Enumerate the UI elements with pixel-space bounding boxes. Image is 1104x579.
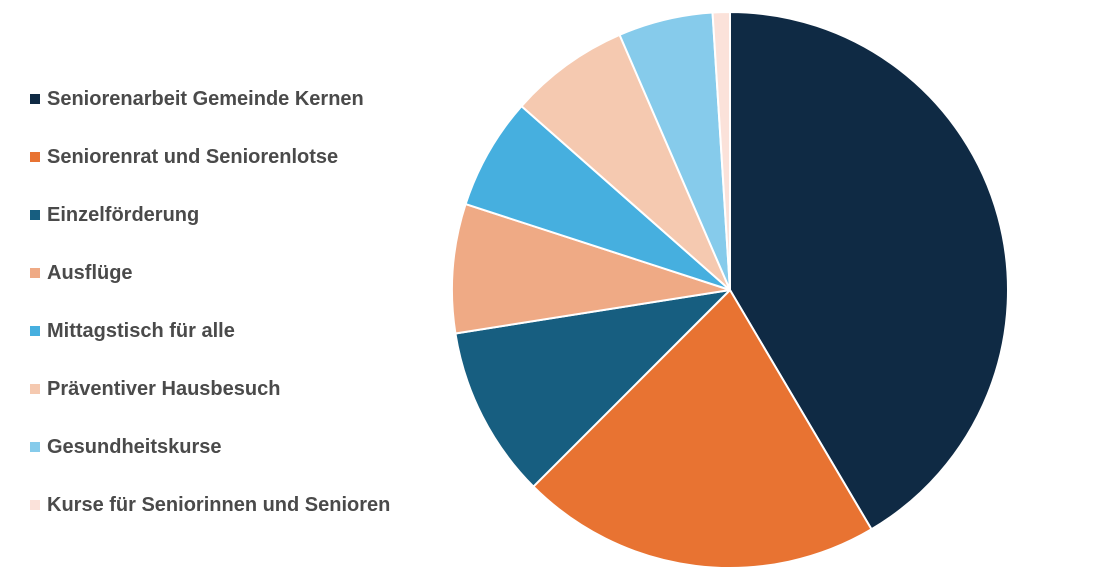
legend-swatch [30, 442, 40, 452]
legend-item: Mittagstisch für alle [30, 302, 430, 360]
pie-slice [532, 289, 873, 570]
legend-label: Mittagstisch für alle [47, 319, 235, 342]
legend-swatch [30, 384, 40, 394]
legend-label: Seniorenrat und Seniorenlotse [47, 145, 339, 168]
pie-chart [451, 11, 1010, 570]
pie-slice [729, 11, 1010, 531]
pie-slice [464, 105, 731, 291]
legend-label: Kurse für Seniorinnen und Senioren [47, 493, 391, 516]
legend-label: Gesundheitskurse [47, 435, 222, 458]
legend-item: Ausflüge [30, 244, 430, 302]
legend-swatch [30, 500, 40, 510]
legend-item: Gesundheitskurse [30, 418, 430, 476]
pie-slice [451, 203, 731, 335]
legend-swatch [30, 210, 40, 220]
legend-label: Präventiver Hausbesuch [47, 377, 281, 400]
legend-swatch [30, 326, 40, 336]
pie-slice [454, 289, 731, 488]
pie-slice [711, 11, 731, 291]
legend-swatch [30, 94, 40, 104]
legend-label: Ausflüge [47, 261, 133, 284]
pie-slice [520, 33, 731, 291]
legend-swatch [30, 152, 40, 162]
legend-swatch [30, 268, 40, 278]
chart-legend: Seniorenarbeit Gemeinde Kernen Seniorenra… [30, 70, 430, 534]
legend-item: Einzelförderung [30, 186, 430, 244]
legend-label: Einzelförderung [47, 203, 200, 226]
legend-item: Seniorenrat und Seniorenlotse [30, 128, 430, 186]
legend-item: Präventiver Hausbesuch [30, 360, 430, 418]
legend-item: Seniorenarbeit Gemeinde Kernen [30, 70, 430, 128]
legend-label: Seniorenarbeit Gemeinde Kernen [47, 87, 364, 110]
legend-item: Kurse für Seniorinnen und Senioren [30, 476, 430, 534]
